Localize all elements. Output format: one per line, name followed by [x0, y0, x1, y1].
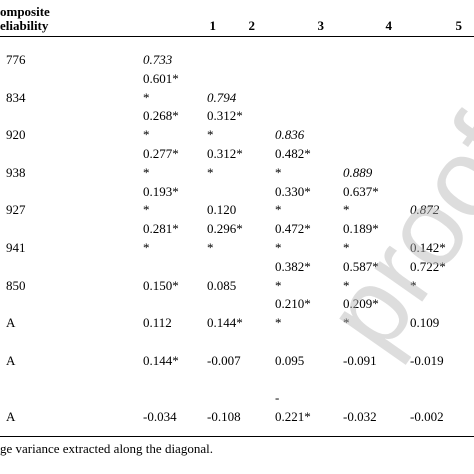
- cell: *: [143, 127, 150, 143]
- cell: 0.209*: [343, 296, 379, 312]
- column-header: 1: [209, 18, 217, 33]
- cell: 0.587*: [343, 258, 379, 274]
- cell: *: [143, 202, 150, 218]
- cell: *: [343, 240, 350, 255]
- cell: *: [207, 240, 214, 255]
- cell: 0.872: [410, 202, 440, 218]
- cell: *: [343, 315, 350, 331]
- cell: 0.836: [275, 127, 305, 143]
- cell: 0.150*: [143, 277, 179, 293]
- cell: 0.193*: [143, 183, 179, 199]
- cell: 0.296*: [207, 221, 243, 237]
- header-title: eliability: [0, 18, 49, 33]
- cell: *: [143, 89, 150, 105]
- column-header: 2: [248, 18, 256, 33]
- cell: *: [275, 315, 282, 331]
- row-label: 920: [6, 127, 26, 143]
- cell: *: [207, 164, 214, 180]
- cell: -0.108: [207, 409, 241, 425]
- cell: 0.482*: [275, 146, 311, 161]
- watermark: proof: [301, 95, 474, 372]
- cell: -: [275, 390, 280, 406]
- cell: -0.032: [343, 409, 377, 425]
- cell: 0.601*: [143, 70, 179, 86]
- cell: *: [207, 127, 214, 143]
- cell: *: [275, 164, 282, 180]
- row-label: 927: [6, 202, 26, 218]
- cell: 0.268*: [143, 108, 179, 124]
- cell: 0.120: [207, 202, 237, 218]
- cell: *: [143, 164, 150, 180]
- row-label: A: [6, 409, 16, 425]
- cell: 0.472*: [275, 221, 311, 237]
- cell: 0.144*: [143, 352, 179, 368]
- row-label: 938: [6, 164, 26, 180]
- cell: 0.221*: [275, 409, 311, 425]
- cell: 0.109: [410, 315, 440, 331]
- cell: 0.312*: [207, 146, 243, 161]
- cell: 0.733: [143, 52, 173, 67]
- bottom-rule: [0, 436, 474, 437]
- cell: 0.085: [207, 277, 237, 293]
- cell: 0.330*: [275, 183, 311, 199]
- cell: -0.091: [343, 352, 377, 368]
- cell: 0.382*: [275, 258, 311, 274]
- cell: -0.019: [410, 352, 444, 368]
- cell: *: [343, 202, 350, 218]
- cell: 0.210*: [275, 296, 311, 312]
- cell: 0.189*: [343, 221, 379, 237]
- cell: 0.722*: [410, 258, 446, 274]
- cell: 0.794: [207, 89, 237, 105]
- cell: -0.034: [143, 409, 177, 425]
- cell: 0.637*: [343, 183, 379, 199]
- row-label: A: [6, 352, 16, 368]
- cell: 0.144*: [207, 315, 243, 331]
- column-header: 5: [455, 18, 463, 33]
- row-label: 776: [6, 52, 26, 67]
- cell: *: [143, 240, 150, 255]
- cell: 0.281*: [143, 221, 179, 237]
- cell: 0.889: [343, 164, 373, 180]
- footnote: ge variance extracted along the diagonal…: [0, 441, 213, 456]
- cell: *: [410, 277, 417, 293]
- cell: *: [275, 202, 282, 218]
- cell: *: [275, 277, 282, 293]
- column-header: 3: [317, 18, 325, 33]
- cell: -0.007: [207, 352, 241, 368]
- cell: 0.142*: [410, 240, 446, 255]
- column-header: 4: [385, 18, 393, 33]
- cell: 0.277*: [143, 146, 179, 161]
- row-label: A: [6, 315, 16, 331]
- header-rule: [0, 36, 474, 37]
- cell: *: [275, 240, 282, 255]
- cell: 0.312*: [207, 108, 243, 124]
- header-title: omposite: [0, 4, 50, 19]
- cell: 0.112: [143, 315, 172, 331]
- cell: 0.095: [275, 352, 305, 368]
- row-label: 850: [6, 277, 26, 293]
- cell: *: [343, 277, 350, 293]
- cell: -0.002: [410, 409, 444, 425]
- row-label: 941: [6, 240, 26, 255]
- row-label: 834: [6, 89, 26, 105]
